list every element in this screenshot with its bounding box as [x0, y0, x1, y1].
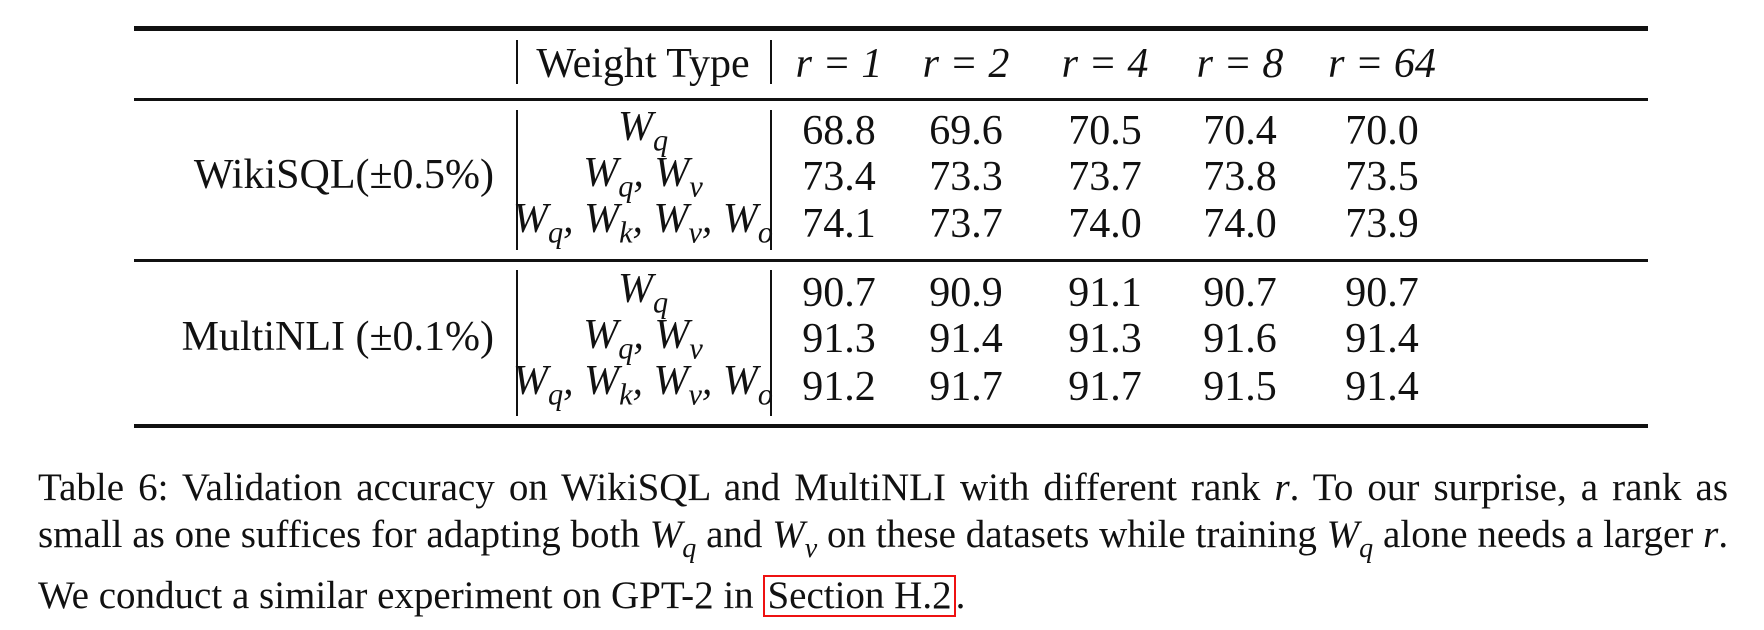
- group2-divider-right: [770, 270, 772, 416]
- value-cell: 91.6: [1203, 316, 1277, 362]
- value-cell: 73.7: [1068, 154, 1142, 200]
- caption-text: and: [706, 513, 763, 556]
- value-cell: 73.4: [802, 154, 876, 200]
- value-cell: 90.7: [1203, 270, 1277, 316]
- caption-text: .: [955, 573, 966, 617]
- dataset-label-multinli: MultiNLI (±0.1%): [181, 314, 494, 360]
- value-cell: 70.5: [1068, 108, 1142, 154]
- caption-math-wq: Wq: [649, 513, 697, 564]
- value-cell: 91.1: [1068, 270, 1142, 316]
- caption-text: alone needs a larger: [1383, 513, 1694, 556]
- caption-text: on these datasets while training: [827, 513, 1317, 556]
- value-cell: 91.4: [929, 316, 1003, 362]
- table-bottom-rule: [134, 424, 1648, 428]
- table-caption: Table 6: Validation accuracy on WikiSQL …: [38, 464, 1728, 619]
- header-rank-64: r = 64: [1328, 41, 1436, 87]
- group2-divider-left: [516, 270, 518, 416]
- weight-cell: Wq: [617, 266, 669, 320]
- value-cell: 91.4: [1345, 364, 1419, 410]
- header-divider-right: [770, 40, 772, 84]
- weight-cell: Wq: [617, 104, 669, 158]
- value-cell: 91.7: [1068, 364, 1142, 410]
- weight-cell: Wq, Wv: [583, 150, 703, 204]
- value-cell: 91.3: [802, 316, 876, 362]
- value-cell: 68.8: [802, 108, 876, 154]
- value-cell: 70.0: [1345, 108, 1419, 154]
- dataset-label-wikisql: WikiSQL(±0.5%): [193, 152, 494, 198]
- table-top-rule: [134, 26, 1648, 31]
- caption-math-r: r: [1274, 466, 1290, 509]
- value-cell: 91.5: [1203, 364, 1277, 410]
- caption-math-wv: Wv: [772, 513, 818, 564]
- value-cell: 73.8: [1203, 154, 1277, 200]
- header-rank-4: r = 4: [1061, 41, 1149, 87]
- value-cell: 73.7: [929, 201, 1003, 247]
- caption-math-r: r: [1703, 513, 1719, 556]
- value-cell: 91.2: [802, 364, 876, 410]
- header-rank-1: r = 1: [795, 41, 883, 87]
- weight-cell: Wq, Wk, Wv, Wo: [512, 196, 774, 250]
- value-cell: 91.7: [929, 364, 1003, 410]
- header-rank-2: r = 2: [922, 41, 1010, 87]
- table-group-rule: [134, 259, 1648, 262]
- caption-text: . To our surprise, a rank as small as on…: [38, 466, 1729, 556]
- value-cell: 69.6: [929, 108, 1003, 154]
- group1-divider-left: [516, 110, 518, 250]
- value-cell: 74.1: [802, 201, 876, 247]
- value-cell: 90.9: [929, 270, 1003, 316]
- value-cell: 73.5: [1345, 154, 1419, 200]
- header-divider-left: [516, 40, 518, 84]
- weight-cell: Wq, Wk, Wv, Wo: [512, 358, 774, 412]
- value-cell: 91.3: [1068, 316, 1142, 362]
- value-cell: 74.0: [1203, 201, 1277, 247]
- header-rank-8: r = 8: [1196, 41, 1284, 87]
- group1-divider-right: [770, 110, 772, 250]
- caption-math-wq: Wq: [1326, 513, 1374, 564]
- value-cell: 90.7: [1345, 270, 1419, 316]
- value-cell: 70.4: [1203, 108, 1277, 154]
- caption-text: . We conduct a similar experiment on GPT…: [38, 513, 1729, 617]
- weight-cell: Wq, Wv: [583, 312, 703, 366]
- caption-text: Table 6: Validation accuracy on WikiSQL …: [38, 466, 1261, 509]
- value-cell: 73.3: [929, 154, 1003, 200]
- value-cell: 90.7: [802, 270, 876, 316]
- table-header-rule: [134, 98, 1648, 101]
- value-cell: 91.4: [1345, 316, 1419, 362]
- header-weight-type: Weight Type: [536, 41, 750, 87]
- value-cell: 73.9: [1345, 201, 1419, 247]
- section-link[interactable]: Section H.2: [763, 574, 956, 617]
- value-cell: 74.0: [1068, 201, 1142, 247]
